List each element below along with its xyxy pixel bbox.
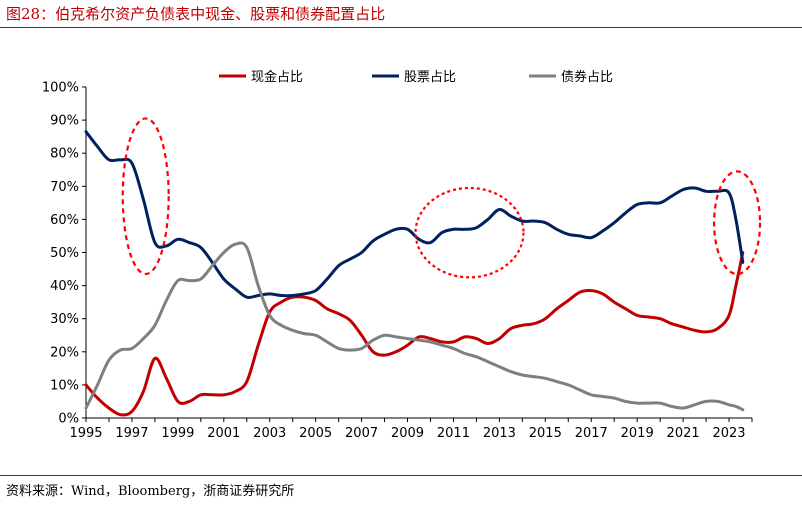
legend-label: 股票占比 xyxy=(404,70,456,85)
legend: 现金占比 股票占比 债券占比 xyxy=(219,69,613,85)
x-tick-label: 2023 xyxy=(712,426,745,441)
x-tick-label: 2011 xyxy=(437,426,470,441)
source-rule xyxy=(0,475,802,476)
y-tick-label: 80% xyxy=(50,147,79,162)
x-tick-label: 2015 xyxy=(529,426,562,441)
x-tick-label: 2013 xyxy=(483,426,516,441)
x-tick-label: 2017 xyxy=(575,426,608,441)
series-layer xyxy=(84,130,745,417)
cash-share-line xyxy=(84,251,745,417)
x-tick-label: 2007 xyxy=(345,426,378,441)
y-tick-label: 20% xyxy=(50,345,79,360)
y-tick-label: 0% xyxy=(58,412,79,427)
x-tick-label: 1999 xyxy=(161,426,194,441)
figure-title: 图28：伯克希尔资产负债表中现金、股票和债券配置占比 xyxy=(6,5,386,23)
bond-share-line xyxy=(84,241,745,412)
y-tick-label: 60% xyxy=(50,213,79,228)
highlight-ellipse xyxy=(121,117,170,276)
y-tick-label: 40% xyxy=(50,279,79,294)
x-tick-label: 1995 xyxy=(69,426,102,441)
x-tick-label: 2001 xyxy=(207,426,240,441)
legend-label: 债券占比 xyxy=(561,69,613,85)
x-tick-label: 2005 xyxy=(299,426,332,441)
y-tick-label: 100% xyxy=(42,81,79,96)
x-axis-ticks: 1995 1997 1999 2001 2003 2005 2007 2009 2011 2013… xyxy=(69,418,753,441)
x-tick-label: 2009 xyxy=(391,426,424,441)
x-tick-label: 2021 xyxy=(667,426,700,441)
y-tick-label: 10% xyxy=(50,378,79,393)
annotation-layer xyxy=(121,117,762,279)
x-tick-label: 1997 xyxy=(115,426,148,441)
legend-label: 现金占比 xyxy=(251,69,303,85)
highlight-ellipse xyxy=(414,186,525,279)
y-tick-label: 70% xyxy=(50,180,79,195)
title-rule xyxy=(0,27,802,28)
x-tick-label: 2019 xyxy=(621,426,654,441)
y-tick-label: 30% xyxy=(50,312,79,327)
x-tick-label: 2003 xyxy=(253,426,286,441)
y-axis-ticks: 0% 10% 20% 30% 40% 50% 60% 70% 80% 90% 100% xyxy=(42,81,86,427)
equity-share-line xyxy=(84,130,745,299)
y-tick-label: 50% xyxy=(50,246,79,261)
y-tick-label: 90% xyxy=(50,114,79,129)
highlight-ellipse xyxy=(713,170,762,276)
source-note: 资料来源：Wind，Bloomberg，浙商证券研究所 xyxy=(6,484,295,499)
